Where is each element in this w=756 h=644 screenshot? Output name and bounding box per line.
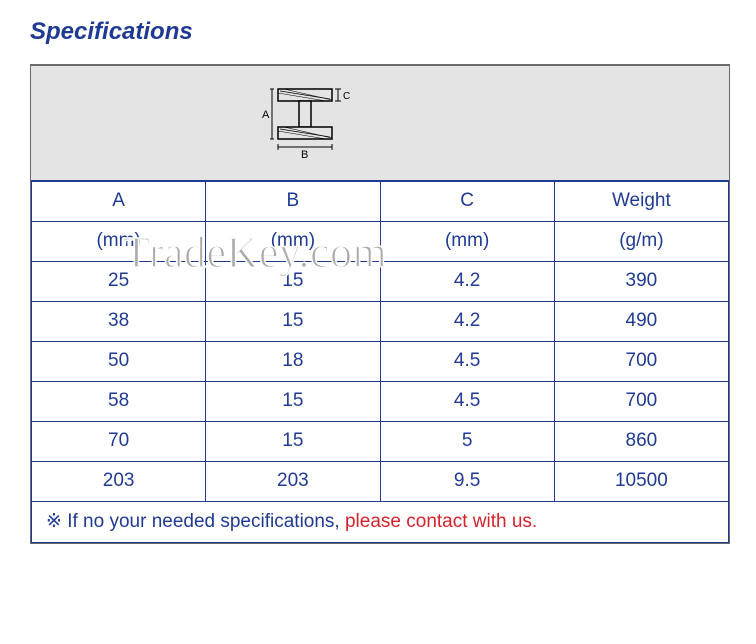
cell: 50 bbox=[32, 342, 206, 382]
footer-prefix: ※ If no your needed specifications, bbox=[46, 511, 345, 532]
cell: 203 bbox=[32, 462, 206, 502]
col-header-a: A bbox=[32, 182, 206, 222]
cell: 38 bbox=[32, 302, 206, 342]
col-header-b: B bbox=[206, 182, 380, 222]
cell: 9.5 bbox=[380, 462, 554, 502]
col-header-c: C bbox=[380, 182, 554, 222]
unit-b: (mm) bbox=[206, 222, 380, 262]
svg-text:B: B bbox=[301, 149, 308, 161]
table-row: 50 18 4.5 700 bbox=[32, 342, 729, 382]
footer-cell: ※ If no your needed specifications, plea… bbox=[32, 502, 729, 543]
cell: 860 bbox=[554, 422, 728, 462]
header-row: A B C Weight bbox=[32, 182, 729, 222]
cell: 490 bbox=[554, 302, 728, 342]
cell: 15 bbox=[206, 422, 380, 462]
unit-c: (mm) bbox=[380, 222, 554, 262]
unit-row: (mm) (mm) (mm) (g/m) bbox=[32, 222, 729, 262]
cell: 15 bbox=[206, 382, 380, 422]
cell: 390 bbox=[554, 262, 728, 302]
cell: 4.5 bbox=[380, 382, 554, 422]
cell: 4.5 bbox=[380, 342, 554, 382]
footer-row: ※ If no your needed specifications, plea… bbox=[32, 502, 729, 543]
spec-table: A B C Weight (mm) (mm) (mm) (g/m) 25 15 … bbox=[31, 181, 729, 543]
spec-table-container: A B C A B C Weight (mm) bbox=[30, 64, 730, 544]
cell: 5 bbox=[380, 422, 554, 462]
cell: 18 bbox=[206, 342, 380, 382]
table-row: 70 15 5 860 bbox=[32, 422, 729, 462]
cross-section-diagram: A B C bbox=[250, 81, 350, 166]
svg-text:C: C bbox=[343, 91, 350, 102]
footer-contact-link[interactable]: please contact with us. bbox=[345, 511, 537, 532]
svg-text:A: A bbox=[262, 109, 270, 121]
unit-weight: (g/m) bbox=[554, 222, 728, 262]
unit-a: (mm) bbox=[32, 222, 206, 262]
cell: 15 bbox=[206, 302, 380, 342]
table-row: 25 15 4.2 390 bbox=[32, 262, 729, 302]
cell: 4.2 bbox=[380, 302, 554, 342]
cell: 203 bbox=[206, 462, 380, 502]
cell: 10500 bbox=[554, 462, 728, 502]
table-row: 58 15 4.5 700 bbox=[32, 382, 729, 422]
cell: 700 bbox=[554, 342, 728, 382]
cell: 58 bbox=[32, 382, 206, 422]
cell: 4.2 bbox=[380, 262, 554, 302]
cell: 700 bbox=[554, 382, 728, 422]
diagram-header-row: A B C bbox=[31, 65, 729, 181]
page-title: Specifications bbox=[30, 18, 732, 46]
cell: 15 bbox=[206, 262, 380, 302]
table-row: 38 15 4.2 490 bbox=[32, 302, 729, 342]
table-row: 203 203 9.5 10500 bbox=[32, 462, 729, 502]
cell: 70 bbox=[32, 422, 206, 462]
col-header-weight: Weight bbox=[554, 182, 728, 222]
cell: 25 bbox=[32, 262, 206, 302]
